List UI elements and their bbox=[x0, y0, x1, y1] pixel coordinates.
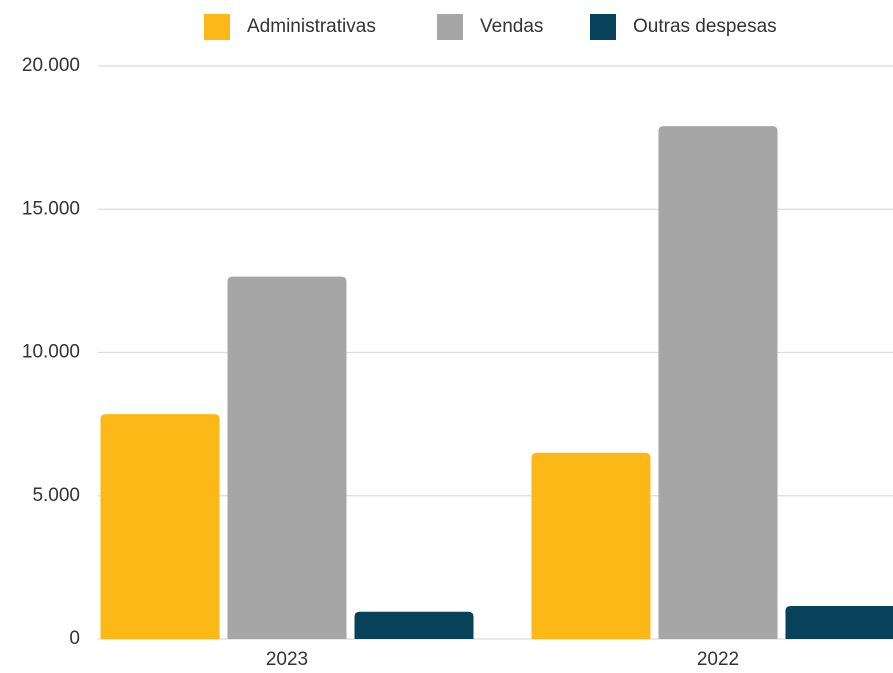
x-tick-label: 2023 bbox=[266, 649, 308, 670]
legend-label: Vendas bbox=[480, 16, 543, 37]
legend-swatch bbox=[590, 14, 616, 40]
y-tick-label: 20.000 bbox=[22, 55, 80, 76]
bar bbox=[658, 126, 778, 640]
y-tick-label: 15.000 bbox=[22, 198, 80, 219]
legend-label: Outras despesas bbox=[633, 16, 777, 37]
bar bbox=[531, 452, 651, 639]
bar bbox=[785, 606, 893, 639]
legend-swatch bbox=[204, 14, 230, 40]
x-tick-label: 2022 bbox=[697, 649, 739, 670]
y-tick-label: 0 bbox=[69, 628, 80, 649]
bar bbox=[100, 414, 220, 639]
bar bbox=[354, 611, 474, 639]
bar bbox=[227, 276, 347, 639]
legend-swatch bbox=[437, 14, 463, 40]
legend-label: Administrativas bbox=[247, 16, 376, 37]
y-tick-label: 5.000 bbox=[32, 485, 80, 506]
y-tick-label: 10.000 bbox=[22, 342, 80, 363]
